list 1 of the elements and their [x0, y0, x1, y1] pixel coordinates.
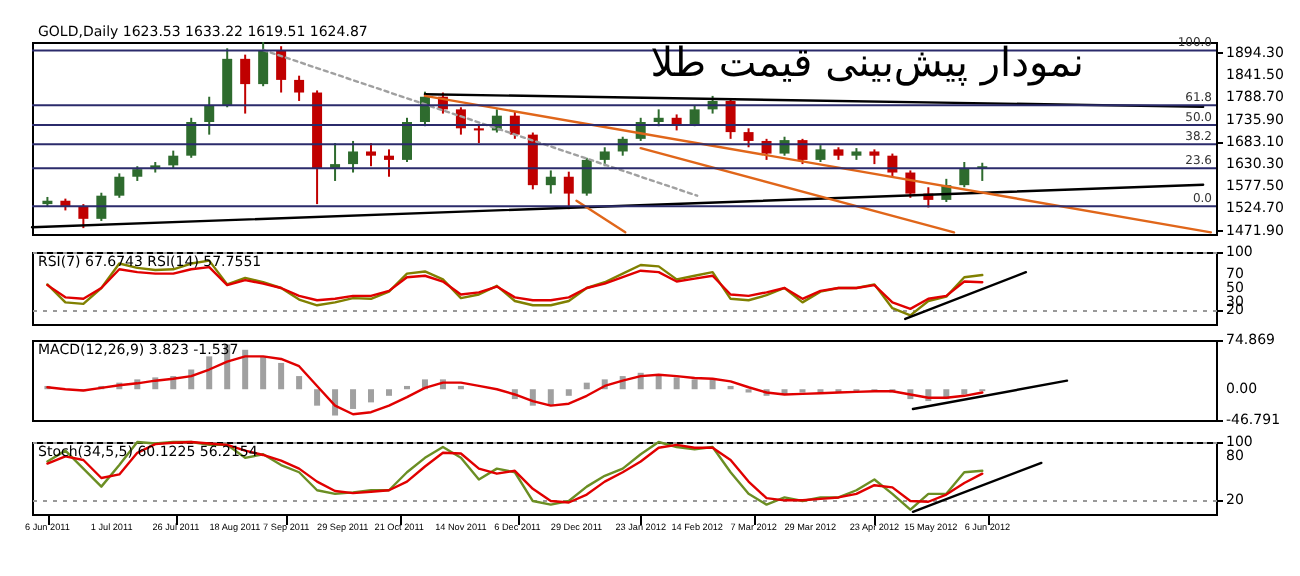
- chart-title: نمودار پیش‌بینی قیمت طلا: [650, 38, 1084, 86]
